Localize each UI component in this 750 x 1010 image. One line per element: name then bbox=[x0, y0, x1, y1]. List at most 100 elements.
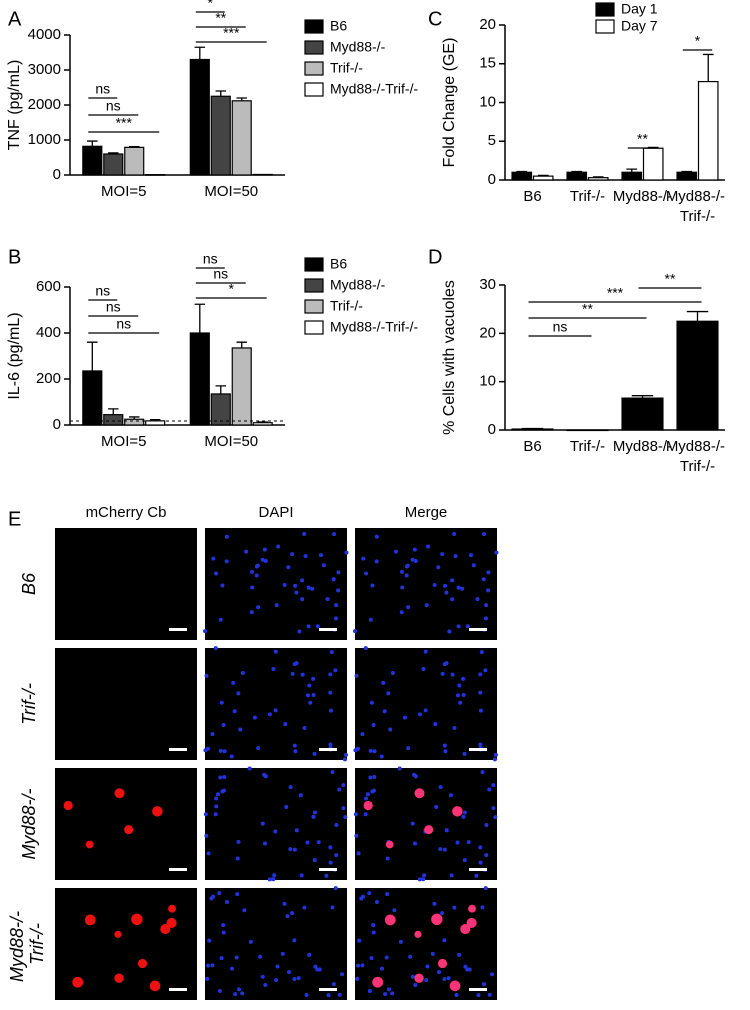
bar bbox=[211, 96, 230, 175]
nucleus bbox=[311, 677, 315, 681]
nucleus bbox=[220, 701, 224, 705]
nucleus bbox=[230, 754, 234, 758]
nucleus bbox=[273, 830, 277, 834]
nucleus bbox=[493, 757, 497, 761]
significance-label: * bbox=[229, 281, 235, 297]
nucleus bbox=[216, 792, 220, 796]
nucleus bbox=[334, 616, 338, 620]
significance-label: ns bbox=[203, 251, 218, 267]
nucleus bbox=[233, 992, 237, 996]
nucleus bbox=[301, 673, 305, 677]
legend-swatch bbox=[305, 41, 323, 54]
nucleus bbox=[318, 968, 322, 972]
nucleus bbox=[424, 978, 428, 982]
nucleus bbox=[341, 806, 345, 810]
nucleus bbox=[360, 963, 364, 967]
nucleus bbox=[276, 545, 280, 549]
nucleus bbox=[491, 783, 495, 787]
bacteria bbox=[152, 806, 163, 817]
nucleus bbox=[328, 691, 332, 695]
bacteria bbox=[115, 788, 125, 798]
bacteria bbox=[450, 981, 461, 992]
bacteria bbox=[414, 974, 423, 983]
nucleus bbox=[236, 856, 240, 860]
nucleus bbox=[214, 812, 218, 816]
error-bar bbox=[216, 91, 226, 96]
nucleus bbox=[209, 896, 213, 900]
panel-label: B bbox=[8, 246, 21, 268]
nucleus bbox=[483, 668, 487, 672]
nucleus bbox=[477, 993, 481, 997]
nucleus bbox=[236, 840, 240, 844]
nucleus bbox=[411, 822, 415, 826]
error-bar bbox=[236, 342, 246, 348]
bacteria bbox=[385, 915, 396, 926]
nucleus bbox=[494, 551, 498, 555]
nucleus bbox=[457, 953, 461, 957]
nucleus bbox=[367, 891, 371, 895]
nucleus bbox=[450, 873, 454, 877]
x-tick-label: Trif-/- bbox=[570, 438, 605, 455]
y-tick-label: 5 bbox=[488, 132, 496, 149]
nucleus bbox=[293, 749, 297, 753]
nucleus bbox=[341, 783, 345, 787]
scale-bar bbox=[469, 988, 487, 991]
y-tick-label: 15 bbox=[479, 55, 496, 72]
nucleus bbox=[364, 797, 368, 801]
nucleus bbox=[413, 548, 417, 552]
nucleus bbox=[326, 597, 330, 601]
micrograph bbox=[355, 528, 497, 640]
nucleus bbox=[313, 752, 317, 756]
nucleus bbox=[460, 587, 464, 591]
significance-label: ns bbox=[553, 319, 568, 335]
bar bbox=[190, 333, 209, 425]
column-header: Merge bbox=[405, 504, 448, 521]
bar bbox=[677, 172, 696, 180]
micrograph bbox=[205, 528, 347, 640]
nucleus bbox=[375, 535, 379, 539]
panel-label: E bbox=[8, 508, 21, 530]
nucleus bbox=[440, 552, 444, 556]
nucleus bbox=[426, 545, 430, 549]
nucleus bbox=[205, 977, 209, 981]
nucleus bbox=[466, 624, 470, 628]
nucleus bbox=[486, 570, 490, 574]
nucleus bbox=[405, 573, 409, 577]
y-tick-label: 0 bbox=[53, 166, 61, 183]
nucleus bbox=[454, 554, 458, 558]
nucleus bbox=[421, 667, 425, 671]
nucleus bbox=[355, 977, 359, 981]
scale-bar bbox=[469, 868, 487, 871]
nucleus bbox=[436, 565, 440, 569]
nucleus bbox=[332, 532, 336, 536]
nucleus bbox=[452, 532, 456, 536]
nucleus bbox=[371, 923, 375, 927]
nucleus bbox=[230, 967, 234, 971]
nucleus bbox=[293, 848, 297, 852]
bar bbox=[104, 415, 123, 425]
nucleus bbox=[225, 900, 229, 904]
panel-label: D bbox=[428, 246, 442, 268]
nucleus bbox=[411, 975, 415, 979]
nucleus bbox=[357, 851, 361, 855]
nucleus bbox=[441, 672, 445, 676]
nucleus bbox=[433, 722, 437, 726]
nucleus bbox=[332, 577, 336, 581]
significance-label: *** bbox=[607, 285, 624, 301]
legend-swatch bbox=[305, 300, 323, 313]
nucleus bbox=[364, 646, 368, 650]
nucleus bbox=[333, 668, 337, 672]
nucleus bbox=[206, 747, 210, 751]
nucleus bbox=[328, 845, 332, 849]
nucleus bbox=[338, 993, 342, 997]
nucleus bbox=[490, 972, 494, 976]
nucleus bbox=[452, 726, 456, 730]
nucleus bbox=[413, 841, 417, 845]
nucleus bbox=[406, 746, 410, 750]
y-axis-label: Fold Change (GE) bbox=[441, 38, 458, 168]
scale-bar bbox=[319, 988, 337, 991]
legend-swatch bbox=[305, 20, 323, 33]
nucleus bbox=[452, 906, 456, 910]
nucleus bbox=[253, 716, 257, 720]
nucleus bbox=[412, 773, 416, 777]
